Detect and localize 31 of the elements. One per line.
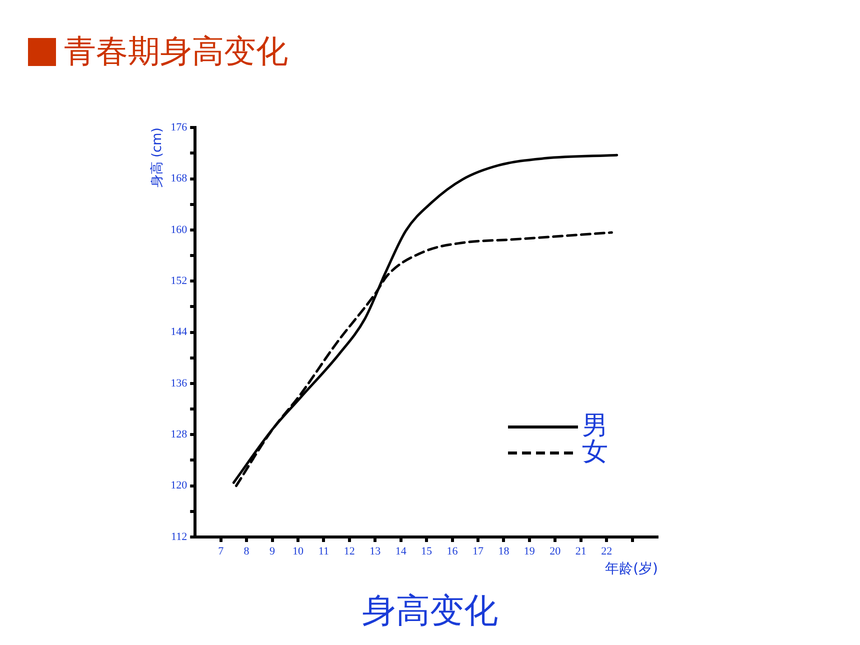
x-tick-label: 20 xyxy=(550,545,562,558)
x-tick-label: 18 xyxy=(498,545,510,558)
y-axis-title: 身高 (cm) xyxy=(149,128,166,188)
x-tick-label: 12 xyxy=(344,545,355,558)
x-tick-label: 19 xyxy=(524,545,536,558)
y-tick-label: 168 xyxy=(170,172,188,185)
x-tick-label: 16 xyxy=(446,545,458,558)
x-tick-label: 13 xyxy=(370,545,382,558)
x-tick-label: 11 xyxy=(318,545,329,558)
y-tick-label: 176 xyxy=(170,121,188,134)
y-tick-label: 136 xyxy=(170,377,188,390)
x-tick-label: 21 xyxy=(575,545,586,558)
x-tick-label: 15 xyxy=(421,545,433,558)
x-axis-title: 年龄(岁) xyxy=(605,561,658,578)
x-tick-label: 14 xyxy=(395,545,407,558)
x-tick-label: 17 xyxy=(472,545,484,558)
x-tick-label: 22 xyxy=(601,545,612,558)
x-tick-label: 7 xyxy=(218,545,224,558)
y-tick-label: 112 xyxy=(171,530,188,543)
y-tick-label: 144 xyxy=(170,326,188,338)
text: 身高变化 xyxy=(361,590,499,633)
y-tick-label: 120 xyxy=(170,480,188,492)
x-tick-label: 8 xyxy=(244,545,250,558)
legend-label: 女 xyxy=(582,436,608,467)
y-tick-label: 152 xyxy=(170,275,188,288)
y-tick-label: 128 xyxy=(170,428,188,441)
y-tick-label: 160 xyxy=(170,224,188,236)
chart-title: 青春期身高变化 xyxy=(64,31,288,72)
line-series xyxy=(232,154,618,484)
x-tick-label: 9 xyxy=(270,545,276,558)
x-tick-label: 10 xyxy=(292,545,304,558)
